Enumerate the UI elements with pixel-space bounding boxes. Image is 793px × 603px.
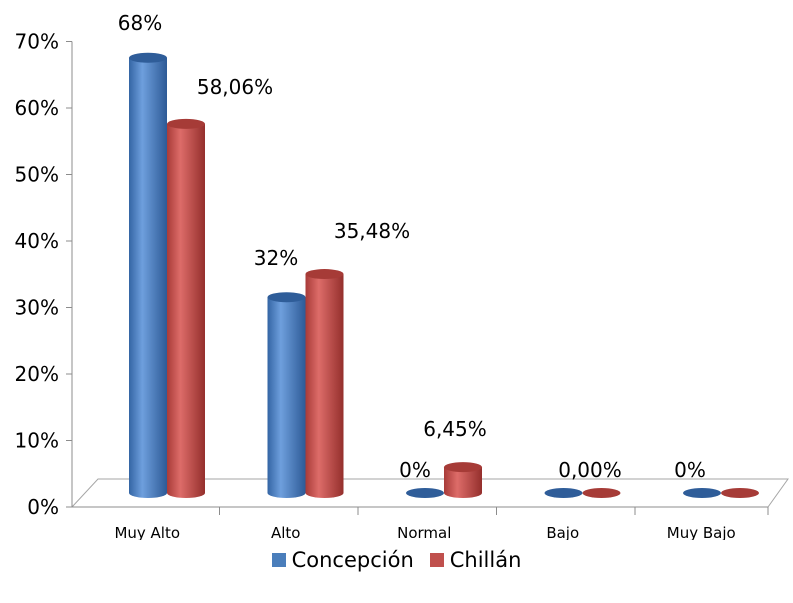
bar-top [721, 488, 759, 498]
y-tick-label: 40% [15, 229, 59, 253]
bars-layer [129, 52, 759, 499]
data-label: 32% [254, 246, 298, 270]
bar-top [406, 488, 444, 498]
bar-chart: 0% 10% 20% 30% 40% 50% 60% 70% Muy Alto Alto Norma… [15, 11, 789, 540]
y-tick-label: 60% [15, 96, 59, 120]
bar-top [267, 292, 306, 303]
bar-top [129, 52, 167, 63]
bar-body [167, 123, 205, 498]
bar-chillan [167, 118, 205, 498]
legend-label-chillan: Chillán [449, 548, 522, 572]
x-tick-label: Muy Alto [114, 524, 180, 540]
y-tick-label: 0% [27, 495, 59, 519]
bar-top [167, 118, 205, 129]
bar-concepcion [683, 488, 721, 498]
data-label: 6,45% [423, 417, 487, 441]
bar-concepcion [406, 488, 444, 498]
bar-top [444, 462, 482, 473]
legend-item-concepcion: Concepción [271, 548, 414, 572]
x-tick-label: Muy Bajo [667, 524, 736, 540]
data-label: 35,48% [334, 219, 410, 243]
bar-body [444, 467, 482, 498]
legend: Concepción Chillán [0, 548, 793, 572]
legend-label-concepcion: Concepción [291, 548, 414, 572]
x-tick-label: Bajo [546, 524, 579, 540]
bar-top [305, 269, 344, 280]
bar-body [129, 57, 167, 499]
bar-chillan [305, 269, 344, 498]
x-tick-label: Normal [397, 524, 451, 540]
y-tick-label: 30% [15, 296, 59, 320]
y-tick-label: 10% [15, 429, 59, 453]
bar-concepcion [544, 488, 583, 498]
bar-chillan [721, 488, 759, 498]
bar-concepcion [267, 292, 306, 498]
legend-item-chillan: Chillán [429, 548, 522, 572]
legend-swatch-concepcion [271, 553, 286, 567]
axis-layer: 0% 10% 20% 30% 40% 50% 60% 70% Muy Alto Alto Norma… [15, 30, 789, 540]
bar-top [544, 488, 583, 498]
bar-body [267, 297, 306, 498]
y-tick-label: 70% [15, 30, 59, 54]
bar-body [305, 274, 344, 498]
bar-top [683, 488, 721, 498]
data-label: 0% [399, 458, 431, 482]
y-tick-label: 20% [15, 362, 59, 386]
bar-concepcion [129, 52, 167, 499]
x-tick-label: Alto [271, 524, 301, 540]
bar-top [582, 488, 621, 498]
data-label: 68% [118, 11, 162, 35]
labels-layer: 68% 32% 0% 0% 58,06% 35,48% 6,45% 0,00% [118, 11, 706, 482]
y-tick-label: 50% [15, 163, 59, 187]
bar-chillan [582, 488, 621, 498]
legend-swatch-chillan [429, 553, 444, 567]
data-label: 0% [674, 458, 706, 482]
data-label: 0,00% [558, 458, 622, 482]
bar-chillan [444, 462, 482, 498]
data-label: 58,06% [197, 75, 273, 99]
